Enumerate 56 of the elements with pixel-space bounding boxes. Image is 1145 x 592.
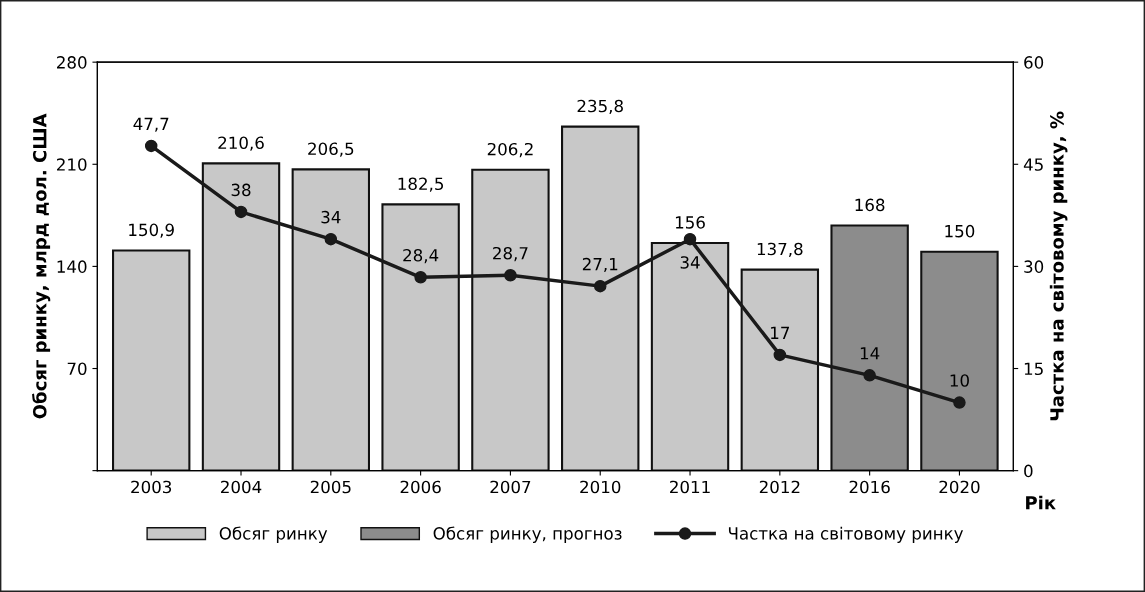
data-label: 27,1: [582, 257, 618, 273]
x-tick-label: 2020: [939, 480, 980, 494]
data-label: 156: [675, 216, 705, 229]
data-label: 28,4: [403, 248, 439, 264]
point: [234, 205, 248, 219]
point: [953, 396, 966, 409]
data-label: 206,5: [308, 142, 354, 157]
x-tick-label: 2011: [670, 480, 710, 494]
data-label: 38: [231, 183, 251, 197]
y2-tick-label: 60: [1024, 56, 1044, 69]
x-tick-label: 2005: [310, 480, 351, 494]
y-tick-label: 210: [57, 158, 87, 171]
data-label: 150: [945, 224, 975, 238]
data-label: 10: [950, 374, 969, 387]
x-tick-label: 2007: [490, 480, 531, 494]
point: [504, 268, 517, 282]
point: [593, 279, 607, 293]
data-label: 150,9: [129, 223, 174, 238]
x-tick-label: 2012: [759, 480, 800, 494]
data-label: 235,8: [577, 99, 623, 114]
bar: [112, 249, 191, 471]
point: [414, 271, 427, 284]
data-label: 17: [771, 326, 790, 339]
y2-tick-label: 30: [1024, 260, 1044, 273]
data-label: 34: [680, 256, 700, 269]
y2-tick-label: 0: [1024, 464, 1033, 478]
point: [324, 232, 338, 246]
data-label: 47,7: [133, 117, 169, 132]
data-label: 34: [321, 210, 341, 224]
point: [773, 348, 787, 362]
data-label: 206,2: [487, 142, 533, 158]
data-label: 137,8: [757, 242, 803, 257]
point: [683, 232, 697, 246]
data-label: 14: [860, 347, 880, 360]
x-tick-label: 2016: [849, 480, 890, 494]
legend-label: Частка на світовому ринку: [728, 526, 964, 543]
y-tick-label: 140: [57, 260, 87, 273]
legend-label: Обсяг ринку, прогноз: [433, 526, 622, 543]
y2-tick-label: 15: [1024, 362, 1043, 376]
data-label: 210,6: [218, 136, 264, 151]
x-tick-label: 2004: [221, 480, 262, 494]
data-label: 182,5: [398, 177, 444, 192]
point: [144, 139, 158, 153]
data-label: 168: [855, 198, 885, 212]
y2-axis-title: Частка на світовому ринку, %: [1049, 111, 1068, 421]
y-tick-label: 70: [67, 362, 87, 376]
x-axis-title: Рік: [1026, 495, 1056, 510]
point: [863, 369, 876, 382]
data-label: 28,7: [493, 246, 528, 262]
x-tick-label: 2006: [400, 480, 441, 494]
x-tick-label: 2010: [580, 480, 621, 494]
y2-tick-label: 45: [1023, 158, 1043, 171]
y-tick-label: 280: [57, 56, 87, 69]
x-tick-label: 2003: [131, 480, 172, 494]
y-axis-title: Обсяг ринку, млрд дол. США: [32, 113, 51, 419]
legend-label: Обсяг ринку: [219, 526, 328, 543]
